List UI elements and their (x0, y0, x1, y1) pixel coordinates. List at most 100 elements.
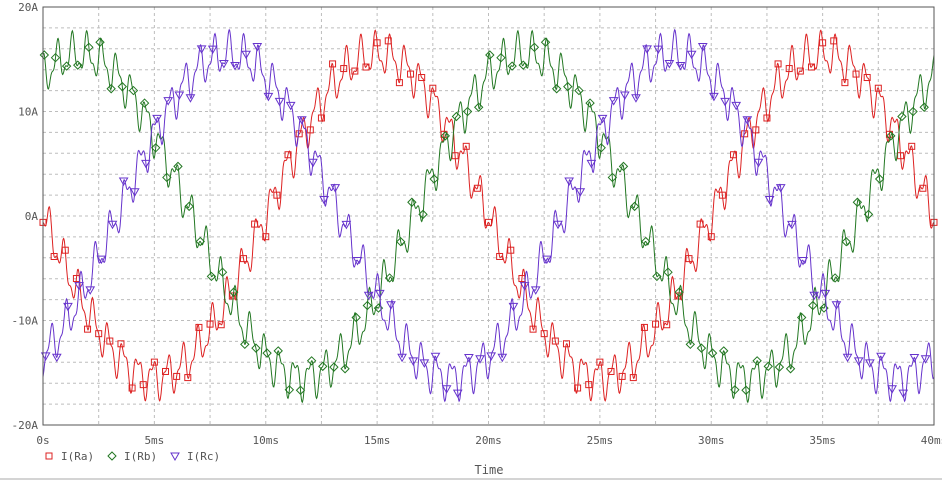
series-marker (95, 330, 103, 338)
series-marker (170, 452, 180, 462)
series-marker (642, 45, 652, 54)
series-i-rc (40, 28, 935, 403)
series-marker (597, 114, 608, 124)
series-line (42, 28, 935, 403)
series-marker (752, 356, 762, 366)
series-marker (396, 237, 406, 247)
series-marker (874, 174, 885, 184)
series-marker (763, 361, 773, 372)
series-marker (230, 62, 240, 71)
series-marker (407, 70, 415, 78)
series-marker (731, 101, 742, 111)
series-marker (39, 50, 50, 60)
series-marker (384, 273, 395, 283)
series-marker (551, 337, 559, 345)
series-marker (674, 287, 684, 297)
x-tick-label: 20ms (475, 434, 502, 447)
series-marker (174, 91, 185, 100)
series-marker (863, 74, 871, 82)
y-tick-label: 20A (18, 1, 38, 14)
series-marker (853, 357, 864, 366)
series-marker (162, 172, 172, 183)
series-marker (631, 94, 641, 103)
x-tick-label: 35ms (809, 434, 836, 447)
series-marker (217, 321, 225, 329)
series-marker (84, 42, 94, 53)
series-marker (63, 302, 73, 312)
series-marker (441, 385, 452, 394)
series-marker (330, 184, 341, 193)
series-line (42, 29, 935, 402)
series-marker (251, 343, 261, 353)
series-marker (898, 389, 909, 399)
series-marker (217, 267, 228, 277)
series-marker (273, 346, 283, 356)
series-marker (240, 339, 250, 350)
series-marker (519, 282, 530, 291)
series-marker (150, 358, 158, 366)
series-marker (262, 233, 270, 241)
series-marker (696, 220, 704, 228)
series-marker (640, 323, 648, 331)
series-marker (207, 45, 218, 55)
series-marker (117, 81, 128, 92)
series-marker (707, 233, 715, 241)
x-tick-label: 15ms (364, 434, 391, 447)
series-marker (228, 292, 236, 300)
series-marker (61, 61, 72, 71)
series-marker (117, 340, 125, 348)
series-marker (340, 364, 350, 374)
series-marker (397, 353, 407, 363)
series-marker (830, 273, 840, 283)
series-marker (473, 184, 481, 192)
series-marker (173, 372, 181, 380)
series-marker (553, 220, 563, 230)
series-marker (629, 201, 640, 212)
series-marker (139, 98, 150, 108)
series-marker (452, 389, 463, 399)
series-i-rb (39, 29, 935, 404)
series-marker (352, 257, 363, 266)
series-marker (820, 289, 831, 299)
series-marker (796, 67, 804, 75)
series-marker (508, 302, 519, 312)
series-marker (852, 70, 860, 78)
series-marker (341, 220, 352, 230)
series-marker (863, 209, 874, 220)
series-marker (239, 255, 247, 263)
series-marker (362, 63, 370, 71)
series-marker (45, 452, 53, 460)
series-marker (84, 325, 92, 333)
series-marker (206, 271, 217, 282)
series-marker (96, 255, 107, 265)
series-marker (451, 111, 462, 122)
series-marker (107, 220, 118, 230)
series-marker (596, 358, 604, 366)
series-marker (529, 325, 537, 333)
series-marker (317, 114, 325, 122)
series-marker (551, 84, 562, 94)
series-marker (686, 50, 697, 60)
series-marker (284, 151, 292, 159)
series-marker (464, 354, 474, 363)
series-marker (195, 236, 205, 247)
series-marker (529, 42, 540, 53)
series-marker (263, 92, 274, 102)
series-marker (808, 300, 818, 311)
x-tick-label: 5ms (144, 434, 164, 447)
series-marker (429, 174, 439, 184)
series-marker (798, 257, 808, 266)
series-marker (152, 114, 162, 124)
series-marker (351, 67, 359, 75)
series-marker (897, 111, 907, 122)
series-marker (40, 352, 51, 361)
x-axis-title: Time (475, 463, 504, 477)
series-marker (564, 177, 574, 187)
series-marker (462, 142, 470, 150)
series-marker (764, 195, 775, 205)
series-marker (118, 177, 129, 187)
series-marker (585, 381, 593, 389)
series-marker (730, 385, 740, 395)
series-marker (685, 255, 693, 263)
y-tick-label: 0A (25, 210, 39, 223)
